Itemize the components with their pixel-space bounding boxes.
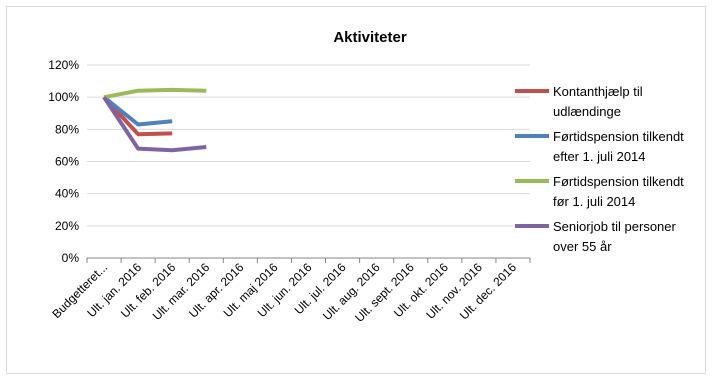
chart-title: Aktiviteter: [333, 29, 407, 46]
legend-label: Kontanthjælp til: [553, 84, 643, 99]
legend-label: udlændinge: [553, 104, 621, 119]
series-line: [102, 96, 207, 153]
chart-frame: [6, 6, 706, 374]
series-line: [103, 87, 207, 100]
series-line: [102, 95, 173, 127]
y-tick-label: 20%: [55, 219, 79, 233]
legend-label: over 55 år: [553, 239, 612, 254]
y-tick-label: 0%: [62, 251, 80, 265]
y-tick-label: 100%: [48, 90, 79, 104]
legend-label: Førtidspension tilkendt: [553, 129, 684, 144]
legend-label: Seniorjob til personer: [553, 219, 677, 234]
legend-label: efter 1. juli 2014: [553, 149, 646, 164]
y-tick-label: 80%: [55, 122, 79, 136]
legend-label: Førtidspension tilkendt: [553, 174, 684, 189]
series-line: [102, 95, 173, 137]
y-tick-label: 60%: [55, 155, 79, 169]
legend-label: før 1. juli 2014: [553, 194, 635, 209]
x-tick-label: Ult. sept. 2016: [352, 260, 417, 325]
y-tick-label: 40%: [55, 187, 79, 201]
y-tick-label: 120%: [48, 58, 79, 72]
